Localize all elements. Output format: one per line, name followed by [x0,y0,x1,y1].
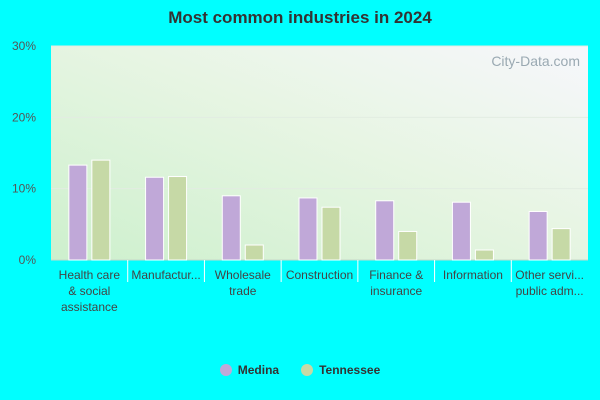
plot-area [51,46,588,260]
x-category-label-line: Finance & [369,268,423,282]
legend-swatch [219,364,232,376]
y-axis: 0% 10% 20% 30% [12,39,36,267]
x-category-label-line: Other servi... [515,268,584,282]
bar-medina[interactable] [221,195,241,261]
x-category-label: Construction [286,268,353,282]
x-category-label-line: assistance [61,300,118,314]
bars [68,159,571,261]
x-category-label-line: & social [68,284,110,298]
bar-tennessee[interactable] [398,230,418,261]
x-category-label-line: public adm... [516,284,584,298]
bar-medina[interactable] [528,210,548,261]
x-category-label: Health care & social assistance [59,268,121,314]
bar-tennessee[interactable] [244,244,264,261]
legend-item-tennessee[interactable]: Tennessee [301,363,380,377]
legend-label: Medina [237,363,280,377]
y-tick-label: 0% [19,253,37,267]
y-tick-label: 30% [12,39,36,53]
watermark-text: City-Data.com [491,53,580,69]
bar-medina[interactable] [145,176,165,261]
x-category-label-line: Construction [286,268,353,282]
y-tick-label: 20% [12,110,36,124]
x-category-label: Finance & insurance [369,268,423,298]
legend-item-medina[interactable]: Medina [219,363,280,377]
bar-medina[interactable] [375,200,395,261]
x-category-label-line: trade [229,284,257,298]
legend-label: Tennessee [319,363,381,377]
gridlines [51,45,588,261]
y-tick-label: 10% [12,182,36,196]
bar-tennessee[interactable] [168,176,188,261]
x-category-label: Wholesale trade [215,268,271,298]
x-category-label-line: Manufactur... [131,268,200,282]
bar-tennessee[interactable] [474,249,494,261]
bar-tennessee[interactable] [551,228,571,261]
bar-tennessee[interactable] [321,206,341,261]
legend-swatch [301,364,314,376]
bar-medina[interactable] [451,201,471,261]
bar-medina[interactable] [68,164,88,261]
x-category-label-line: insurance [370,284,422,298]
bar-tennessee[interactable] [91,159,111,261]
x-category-label-line: Wholesale [215,268,271,282]
bar-medina[interactable] [298,197,318,261]
legend: Medina Tennessee [0,363,600,377]
x-category-label-line: Information [443,268,503,282]
x-category-label: Other servi... public adm... [515,268,584,298]
chart-title: Most common industries in 2024 [168,8,432,27]
x-axis-labels: Health care & social assistance Manufactur.… [59,260,584,314]
x-category-label-line: Health care [59,268,121,282]
x-category-label: Information [443,268,503,282]
x-category-label: Manufactur... [131,268,200,282]
